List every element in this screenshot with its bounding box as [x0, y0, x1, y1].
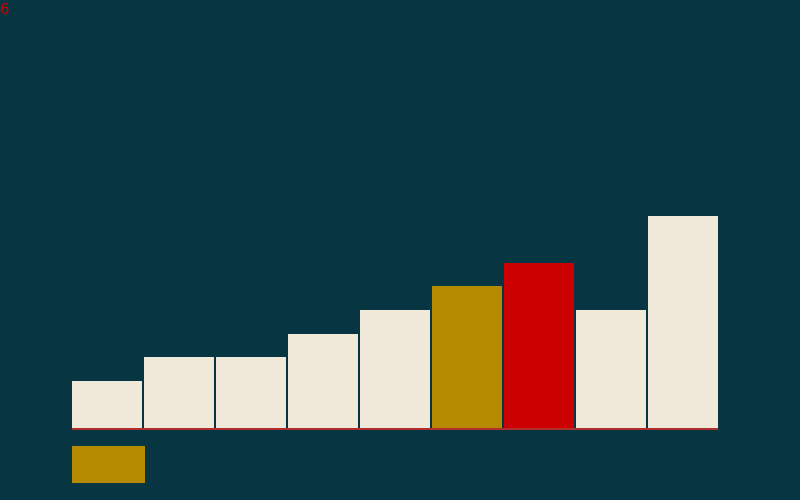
highlight-swatch: [72, 446, 145, 483]
bar-4: [288, 334, 358, 428]
bar-1: [72, 381, 142, 428]
bar-8: [576, 310, 646, 428]
baseline: [72, 428, 718, 430]
step-counter: 6: [0, 0, 10, 18]
bar-3: [216, 357, 286, 428]
bar-5: [360, 310, 430, 428]
bar-6: [432, 286, 502, 428]
bar-7: [504, 263, 574, 428]
bar-array: [72, 0, 720, 428]
bar-2: [144, 357, 214, 428]
bar-9: [648, 216, 718, 428]
